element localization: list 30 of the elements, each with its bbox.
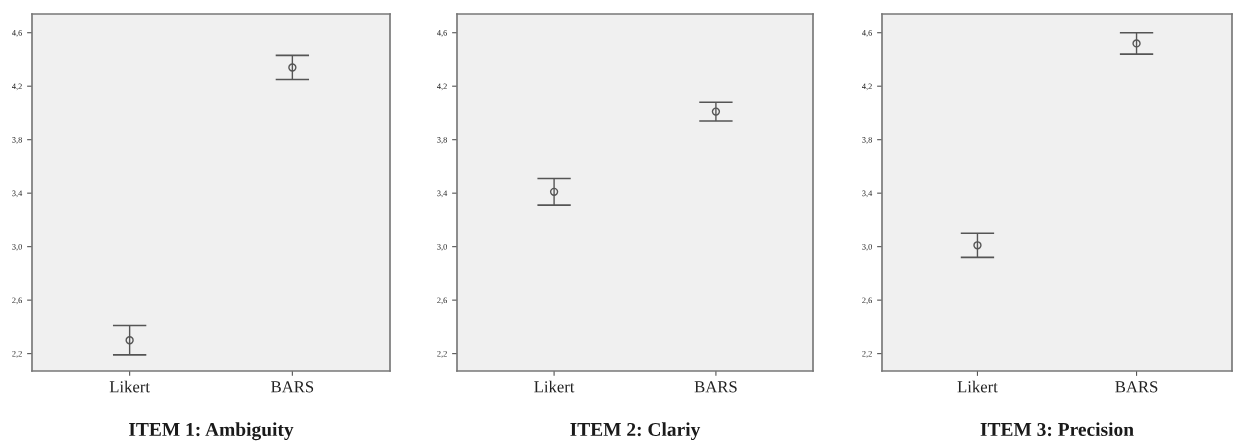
y-tick-label: 3,4 [862,190,873,198]
y-tick-label: 2,6 [437,297,448,305]
y-tick-label: 3,4 [437,190,448,198]
y-tick-label: 4,6 [437,30,448,37]
y-tick-label: 3,0 [437,244,447,251]
y-tick-label: 2,2 [437,350,447,358]
x-tick-label: Likert [534,380,575,393]
x-tick-label: BARS [694,381,737,393]
y-tick-label: 2,6 [12,297,23,305]
y-tick-label: 3,0 [862,244,872,251]
y-tick-label: 3,8 [12,137,22,144]
y-tick-label: 2,2 [12,350,22,358]
y-tick-label: 3,8 [437,137,447,144]
text: ITEM 2: Clariy [570,422,701,441]
y-tick-label: 3,0 [12,244,22,251]
y-tick-label: 4,6 [862,30,873,37]
y-tick-label: 2,2 [862,350,872,358]
text: ITEM 1: Ambiguity [129,422,294,441]
y-tick-label: 4,6 [12,30,23,37]
x-tick-label: Likert [957,380,998,393]
y-tick-label: 2,6 [862,297,873,305]
text: ITEM 3: Precision [980,422,1134,437]
x-tick-label: BARS [271,381,314,393]
y-tick-label: 4,2 [862,83,872,91]
y-tick-label: 3,8 [862,137,872,144]
x-tick-label: BARS [1115,381,1158,393]
y-tick-label: 4,2 [437,83,447,91]
y-tick-label: 3,4 [12,190,23,198]
x-tick-label: Likert [109,380,150,393]
y-tick-label: 4,2 [12,83,22,91]
